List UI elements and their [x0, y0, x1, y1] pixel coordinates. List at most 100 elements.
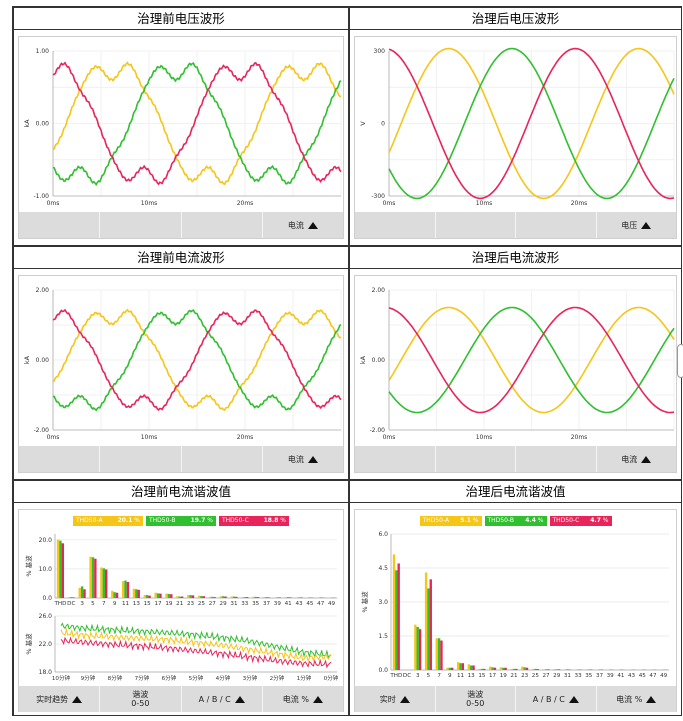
phase-select-button[interactable]: A / B / C — [182, 686, 263, 712]
bar-b — [308, 597, 312, 598]
cell-voltage-after: 治理后电压波形 300 0 -300 0ms 10ms 20ms V 电压 — [349, 7, 682, 246]
control-button-1[interactable] — [19, 446, 101, 472]
bar-c — [429, 579, 432, 670]
bar-a — [542, 669, 545, 670]
x-tick-label: 6分钟 — [162, 674, 177, 682]
y-tick-label: 0.00 — [372, 357, 386, 364]
y-tick-label: 20.0 — [39, 537, 53, 544]
current-mode-button[interactable]: 电流 — [597, 446, 677, 472]
x-tick-label: 20ms — [237, 200, 254, 207]
x-tick-label: 33 — [241, 601, 249, 607]
triangle-up-icon — [72, 695, 83, 703]
thd-value: 5.1 — [460, 517, 471, 524]
current-mode-button[interactable]: 电流 — [263, 446, 343, 472]
bar-a — [230, 596, 233, 598]
waveform-panel: 1.00 0.00 -1.00 0ms 10ms 20ms kA 电流 — [18, 36, 344, 239]
thd-value: 20.1 — [117, 517, 133, 524]
current-mode-button[interactable]: 电流 — [263, 212, 343, 238]
y-tick-label: 3.0 — [378, 599, 388, 606]
x-tick-label: 31 — [230, 601, 238, 607]
control-button-3[interactable] — [182, 446, 263, 472]
y-tick-label: 2.00 — [372, 287, 386, 294]
bar-a — [317, 597, 320, 598]
control-bar: 实时趋势 谐波 0-50 A / B / C 电流 % — [19, 686, 343, 712]
phase-select-button[interactable]: A / B / C — [516, 686, 597, 712]
button-label: 谐波 0-50 — [131, 690, 150, 708]
x-tick-label: 7 — [437, 673, 441, 679]
trend-line-a — [60, 627, 332, 663]
bar-a — [424, 572, 428, 670]
bar-a — [187, 595, 190, 598]
thd-unit: % — [472, 517, 479, 524]
control-bar: 电流 — [355, 446, 676, 472]
realtime-button[interactable]: 实时 — [355, 686, 436, 712]
bar-c — [515, 668, 518, 670]
unit-select-button[interactable]: 电流 % — [263, 686, 343, 712]
control-button-1[interactable] — [19, 212, 101, 238]
cell-current-after: 治理后电流波形 2.00 0.00 -2.00 0ms 10ms 20ms kA 电流 — [349, 246, 682, 480]
thd-value: 18.8 — [263, 517, 279, 524]
x-tick-label: 41 — [617, 673, 625, 679]
control-button-1[interactable] — [355, 212, 436, 238]
control-bar: 电流 — [19, 446, 343, 472]
cell-harmonics-after: 治理后电流谐波值 THD50-A 5.1 % THD50-B 4.4 % THD50… — [349, 480, 682, 716]
harmonic-range-button[interactable]: 谐波 0-50 — [436, 686, 516, 712]
thd-badge-b: THD50-B 4.4 % — [484, 516, 547, 526]
trend-button[interactable]: 实时趋势 — [19, 686, 101, 712]
y-axis-label: V — [359, 121, 367, 126]
bar-a — [521, 666, 524, 670]
bar-a — [132, 588, 136, 598]
bar-a — [273, 597, 277, 598]
bar-c — [191, 595, 195, 598]
trend-line-b — [60, 622, 332, 659]
bar-c — [536, 669, 539, 670]
bar-b — [189, 595, 192, 598]
x-tick-label: 0ms — [47, 434, 60, 441]
triangle-up-icon — [307, 221, 318, 229]
bar-a — [499, 667, 503, 670]
x-tick-label: 31 — [564, 673, 572, 679]
control-button-2[interactable] — [436, 212, 516, 238]
bar-b — [156, 593, 160, 598]
x-tick-label: 11 — [122, 601, 130, 607]
voltage-mode-button[interactable]: 电压 — [597, 212, 677, 238]
bar-c — [547, 669, 550, 670]
triangle-up-icon — [307, 455, 318, 463]
control-button-3[interactable] — [182, 212, 263, 238]
control-button-2[interactable] — [100, 212, 182, 238]
bar-a — [252, 596, 255, 598]
control-button-3[interactable] — [516, 446, 597, 472]
control-button-3[interactable] — [516, 212, 597, 238]
bar-c — [472, 665, 475, 670]
x-tick-label: 39 — [607, 673, 615, 679]
bar-c — [115, 592, 119, 598]
control-bar: 实时 谐波 0-50 A / B / C 电流 % — [355, 686, 676, 712]
waveform-panel: 2.00 0.00 -2.00 0ms 10ms 20ms kA 电流 — [354, 275, 677, 473]
control-button-2[interactable] — [436, 446, 516, 472]
bar-c — [202, 596, 206, 598]
bar-c — [461, 663, 465, 670]
bar-a — [563, 669, 567, 670]
harmonic-range-button[interactable]: 谐波 0-50 — [100, 686, 182, 712]
bar-b — [167, 593, 171, 598]
x-tick-label: 15 — [478, 673, 486, 679]
bar-a — [489, 666, 492, 670]
bar-a — [241, 597, 244, 598]
bar-b — [265, 597, 268, 598]
x-tick-label: 13 — [133, 601, 141, 607]
unit-select-button[interactable]: 电流 % — [597, 686, 677, 712]
scrollbar-handle[interactable] — [677, 344, 683, 378]
bar-b — [146, 595, 149, 598]
thd-badges: THD50-A 5.1 % THD50-B 4.4 % THD50-C 4.7 % — [355, 516, 676, 526]
x-tick-label: 41 — [285, 601, 293, 607]
x-tick-label: 19 — [500, 673, 508, 679]
control-button-1[interactable] — [355, 446, 436, 472]
control-button-2[interactable] — [100, 446, 182, 472]
bar-c — [159, 593, 162, 598]
x-tick-label: 3 — [416, 673, 420, 679]
control-bar: 电流 — [19, 212, 343, 238]
x-tick-label: 20ms — [571, 434, 588, 441]
waveform-panel: 2.00 0.00 -2.00 0ms 10ms 20ms kA 电流 — [18, 275, 344, 473]
bar-c — [278, 597, 281, 598]
